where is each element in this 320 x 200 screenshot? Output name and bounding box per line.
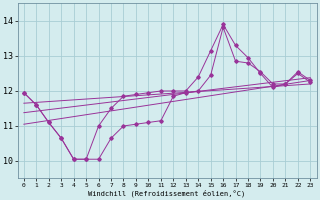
- X-axis label: Windchill (Refroidissement éolien,°C): Windchill (Refroidissement éolien,°C): [88, 189, 246, 197]
